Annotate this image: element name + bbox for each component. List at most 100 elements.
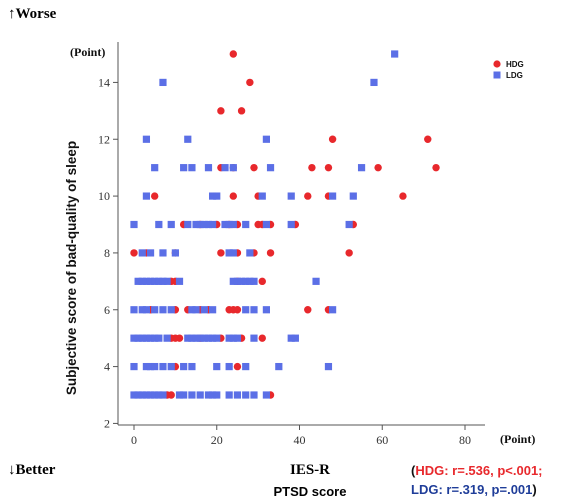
y-tick-label: 10 <box>98 189 110 203</box>
data-point-ldg <box>175 277 184 285</box>
data-point-ldg <box>134 334 142 342</box>
data-point-ldg <box>142 391 151 399</box>
data-point-ldg <box>287 220 295 229</box>
data-point-hdg <box>324 163 333 172</box>
legend: HDG LDG <box>493 60 524 80</box>
data-point-hdg <box>374 163 382 172</box>
x-axis-subtitle: PTSD score <box>273 484 347 499</box>
data-point-ldg <box>188 334 196 342</box>
x-unit-label: (Point) <box>500 432 535 446</box>
data-point-hdg <box>229 192 237 200</box>
data-point-ldg <box>287 334 295 342</box>
data-point-ldg <box>213 192 221 200</box>
y-unit-label: (Point) <box>70 45 105 59</box>
data-point-ldg <box>163 277 171 285</box>
data-point-ldg <box>200 220 208 229</box>
data-point-ldg <box>233 391 242 399</box>
data-point-ldg <box>287 192 295 200</box>
data-point-ldg <box>138 334 146 342</box>
data-point-ldg <box>229 164 237 172</box>
x-tick-label: 60 <box>376 433 388 447</box>
data-point-ldg <box>188 362 196 371</box>
data-point-ldg <box>155 277 163 285</box>
data-point-hdg <box>246 78 254 87</box>
data-point-ldg <box>167 220 175 229</box>
data-point-ldg <box>262 220 270 229</box>
data-point-ldg <box>237 277 246 285</box>
x-ticks: 0 20 40 60 80 <box>131 425 471 447</box>
data-point-ldg <box>138 306 146 314</box>
y-tick-label: 14 <box>98 75 110 89</box>
data-point-ldg <box>188 164 196 172</box>
data-point-ldg <box>242 220 250 229</box>
data-point-ldg <box>229 334 237 342</box>
y-tick-label: 4 <box>104 360 110 374</box>
data-point-ldg <box>180 164 188 172</box>
y-tick-label: 2 <box>104 416 110 430</box>
data-point-ldg <box>242 306 250 314</box>
data-point-ldg <box>192 306 200 314</box>
data-point-ldg <box>275 362 283 371</box>
data-point-ldg <box>159 362 167 371</box>
data-point-hdg <box>229 50 237 58</box>
data-point-hdg <box>233 306 242 314</box>
data-point-ldg <box>151 277 159 285</box>
data-point-ldg <box>151 164 159 172</box>
data-point-ldg <box>184 334 192 342</box>
data-point-ldg <box>155 391 163 399</box>
x-axis-title: IES-R <box>289 462 330 478</box>
data-point-ldg <box>142 192 151 200</box>
axes <box>117 42 485 426</box>
data-point-ldg <box>258 192 266 200</box>
data-point-ldg <box>209 391 217 399</box>
data-point-ldg <box>155 334 163 342</box>
data-point-hdg <box>266 249 275 257</box>
stat-open-paren: ( <box>411 463 416 478</box>
legend-ldg-marker <box>493 71 501 79</box>
data-point-ldg <box>204 334 213 342</box>
data-point-ldg <box>151 362 159 371</box>
data-point-ldg <box>163 334 171 342</box>
worse-annotation: ↑Worse <box>8 6 57 22</box>
y-ticks: 2 4 6 8 10 12 14 <box>98 75 118 430</box>
data-point-ldg <box>213 362 221 371</box>
data-point-ldg <box>159 78 167 87</box>
hdg-stat-text: HDG: r=.536, p<.001; <box>415 463 543 478</box>
data-point-hdg <box>233 362 242 371</box>
x-tick-label: 80 <box>459 433 471 447</box>
y-tick-label: 12 <box>98 132 110 146</box>
data-point-ldg <box>188 391 196 399</box>
data-point-ldg <box>262 306 270 314</box>
data-point-ldg <box>250 391 258 399</box>
legend-ldg-label: LDG <box>506 71 523 80</box>
data-point-hdg <box>167 391 175 399</box>
data-point-ldg <box>250 334 258 342</box>
data-point-ldg <box>146 334 155 342</box>
data-point-ldg <box>225 249 233 257</box>
data-point-ldg <box>242 277 250 285</box>
data-point-ldg <box>155 220 163 229</box>
data-point-ldg <box>262 391 270 399</box>
data-point-ldg <box>184 135 192 143</box>
data-point-ldg <box>209 306 217 314</box>
data-point-ldg <box>209 192 217 200</box>
data-point-ldg <box>213 334 221 342</box>
data-point-ldg <box>250 277 258 285</box>
data-point-ldg <box>200 334 208 342</box>
data-point-ldg <box>171 249 179 257</box>
data-point-ldg <box>142 334 151 342</box>
legend-hdg-marker <box>493 60 501 68</box>
data-point-ldg <box>130 306 138 314</box>
data-point-hdg <box>258 277 266 286</box>
data-point-ldg <box>312 277 320 285</box>
data-point-ldg <box>225 334 233 342</box>
better-annotation: ↓Better <box>8 462 56 478</box>
data-point-ldg <box>142 362 151 371</box>
data-point-ldg <box>225 391 233 399</box>
data-point-hdg <box>304 306 312 314</box>
data-point-ldg <box>250 306 258 314</box>
data-point-ldg <box>138 249 146 257</box>
data-point-ldg <box>209 334 217 342</box>
